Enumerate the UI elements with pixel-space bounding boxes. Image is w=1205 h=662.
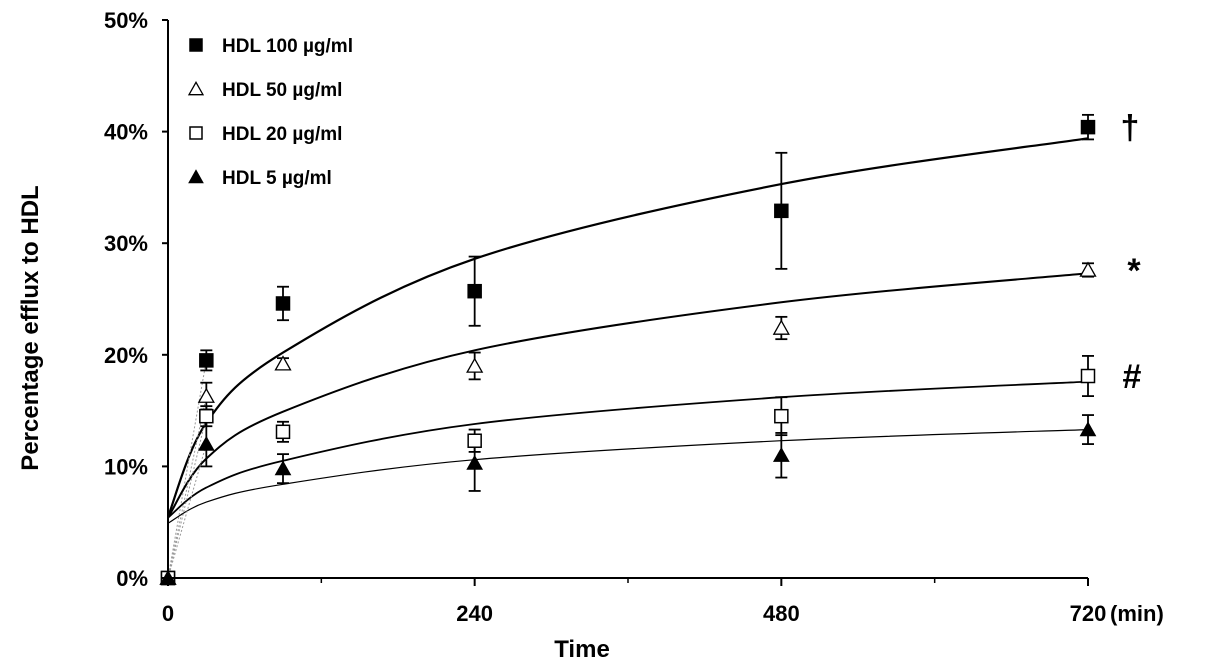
legend-label-2: HDL 50 µg/ml bbox=[222, 80, 342, 101]
y-tick-label: 10% bbox=[104, 454, 148, 479]
legend: HDL 100 µg/ml HDL 50 µg/ml HDL 20 µg/ml HDL… bbox=[187, 36, 353, 189]
initial-segment bbox=[167, 395, 207, 579]
data-point bbox=[199, 408, 214, 424]
legend-label-1: HDL 100 µg/ml bbox=[222, 36, 353, 57]
data-point bbox=[199, 353, 214, 368]
x-tick-label: 720 bbox=[1070, 601, 1107, 626]
data-point bbox=[772, 319, 790, 335]
x-tick-label: 240 bbox=[456, 601, 493, 626]
fit-curve-1 bbox=[166, 137, 1089, 518]
fit-curve-2 bbox=[167, 272, 1089, 519]
data-point bbox=[774, 408, 789, 424]
y-tick-label: 30% bbox=[104, 231, 148, 256]
legend-marker-3 bbox=[189, 126, 203, 140]
legend-marker-2 bbox=[187, 80, 205, 96]
data-point bbox=[466, 454, 484, 470]
data-point bbox=[197, 387, 215, 403]
data-point bbox=[1079, 421, 1097, 437]
y-tick-label: 20% bbox=[104, 343, 148, 368]
data-point bbox=[467, 283, 482, 299]
significance-annotations: † * # bbox=[1121, 109, 1142, 396]
annotation-1: † bbox=[1121, 109, 1140, 147]
data-point bbox=[197, 435, 215, 451]
annotation-2: * bbox=[1127, 252, 1141, 290]
initial-segment bbox=[167, 360, 207, 579]
data-point bbox=[774, 203, 789, 219]
legend-marker-1 bbox=[189, 38, 203, 52]
data-point bbox=[274, 355, 292, 371]
y-axis-title: Percentage efflux to HDL bbox=[17, 185, 44, 470]
legend-marker-4 bbox=[188, 169, 204, 184]
data-point bbox=[1080, 119, 1096, 135]
data-point bbox=[467, 433, 482, 448]
x-axis-title: Time bbox=[554, 636, 610, 662]
annotation-3: # bbox=[1123, 358, 1142, 396]
y-tick-label: 0% bbox=[116, 566, 148, 591]
x-axis-unit: (min) bbox=[1110, 601, 1164, 626]
initial-segment bbox=[167, 443, 207, 579]
fit-curves bbox=[166, 137, 1089, 579]
legend-label-4: HDL 5 µg/ml bbox=[222, 168, 332, 189]
data-point bbox=[466, 357, 484, 373]
y-tick-label: 50% bbox=[104, 8, 148, 33]
fit-curve-4 bbox=[167, 429, 1089, 524]
x-tick-label: 0 bbox=[162, 601, 174, 626]
data-point bbox=[274, 460, 292, 476]
x-tick-label: 480 bbox=[763, 601, 800, 626]
axes: 0% 10% 20% 30% 40% 50% 0 240 480 720 bbox=[104, 8, 1106, 626]
data-point bbox=[1079, 261, 1097, 277]
y-tick-label: 40% bbox=[104, 120, 148, 145]
data-points bbox=[159, 119, 1097, 586]
data-point bbox=[772, 447, 790, 462]
data-point bbox=[275, 296, 291, 311]
data-point bbox=[275, 424, 291, 440]
legend-label-3: HDL 20 µg/ml bbox=[222, 124, 342, 145]
error-bars bbox=[200, 113, 1094, 492]
data-point bbox=[1080, 368, 1096, 384]
fit-curve-3 bbox=[167, 380, 1089, 519]
